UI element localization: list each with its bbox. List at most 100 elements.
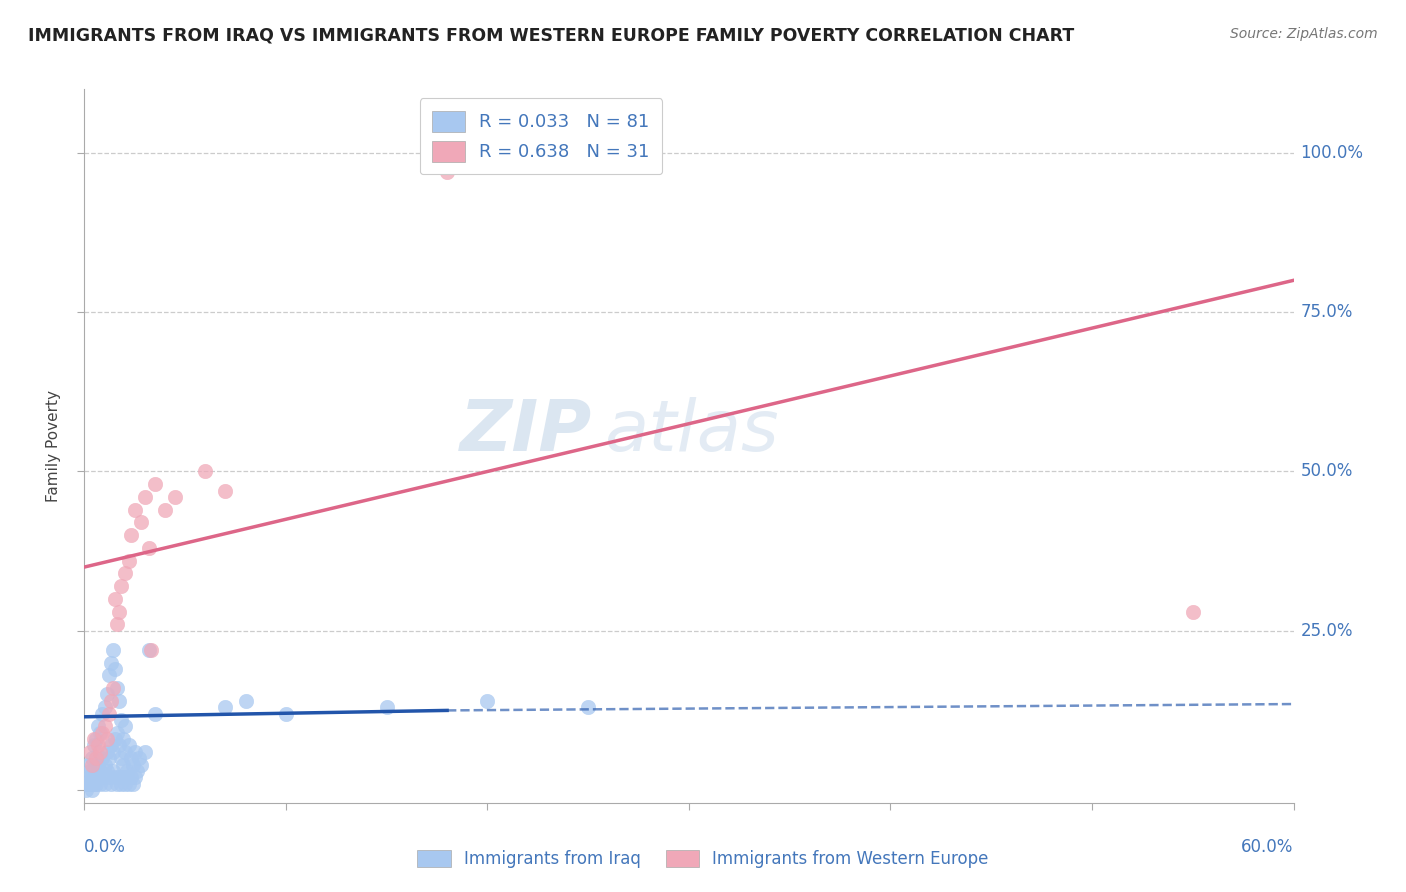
Point bbox=[86, 777, 108, 791]
Point bbox=[107, 739, 129, 753]
Text: Source: ZipAtlas.com: Source: ZipAtlas.com bbox=[1230, 27, 1378, 41]
Point bbox=[96, 688, 118, 702]
Point bbox=[104, 662, 127, 676]
Text: 0.0%: 0.0% bbox=[84, 838, 127, 856]
Point bbox=[114, 777, 136, 791]
Point bbox=[79, 745, 101, 759]
Point bbox=[86, 732, 108, 747]
Point bbox=[115, 770, 138, 784]
Legend: Immigrants from Iraq, Immigrants from Western Europe: Immigrants from Iraq, Immigrants from We… bbox=[411, 843, 995, 875]
Point bbox=[82, 751, 104, 765]
Point bbox=[139, 643, 162, 657]
Point bbox=[375, 700, 398, 714]
Point bbox=[75, 777, 97, 791]
Point bbox=[143, 706, 166, 721]
Point bbox=[120, 528, 142, 542]
Point bbox=[128, 751, 150, 765]
Point bbox=[79, 777, 101, 791]
Point bbox=[82, 770, 104, 784]
Point bbox=[436, 165, 458, 179]
Point bbox=[100, 739, 122, 753]
Point bbox=[104, 591, 127, 606]
Point bbox=[111, 770, 134, 784]
Point bbox=[120, 770, 142, 784]
Point bbox=[83, 777, 105, 791]
Point bbox=[110, 579, 132, 593]
Point bbox=[91, 725, 114, 739]
Point bbox=[97, 668, 120, 682]
Point bbox=[104, 770, 127, 784]
Point bbox=[194, 465, 217, 479]
Point bbox=[105, 725, 128, 739]
Point bbox=[153, 502, 176, 516]
Point bbox=[89, 764, 111, 778]
Point bbox=[75, 783, 97, 797]
Point bbox=[77, 770, 100, 784]
Point bbox=[77, 757, 100, 772]
Point bbox=[114, 566, 136, 581]
Point bbox=[101, 745, 124, 759]
Point bbox=[107, 770, 129, 784]
Point bbox=[91, 751, 114, 765]
Point bbox=[110, 751, 132, 765]
Point bbox=[100, 777, 122, 791]
Point bbox=[114, 745, 136, 759]
Point bbox=[82, 757, 104, 772]
Point bbox=[83, 732, 105, 747]
Text: 100.0%: 100.0% bbox=[1301, 144, 1364, 162]
Point bbox=[96, 764, 118, 778]
Point bbox=[93, 757, 115, 772]
Point bbox=[118, 777, 141, 791]
Point bbox=[82, 783, 104, 797]
Text: 60.0%: 60.0% bbox=[1241, 838, 1294, 856]
Point bbox=[105, 777, 128, 791]
Point bbox=[165, 490, 187, 504]
Point bbox=[97, 706, 120, 721]
Legend: R = 0.033   N = 81, R = 0.638   N = 31: R = 0.033 N = 81, R = 0.638 N = 31 bbox=[420, 98, 662, 174]
Point bbox=[89, 725, 111, 739]
Point bbox=[87, 739, 110, 753]
Point bbox=[87, 757, 110, 772]
Point bbox=[129, 757, 152, 772]
Point bbox=[89, 777, 111, 791]
Point bbox=[77, 777, 100, 791]
Point bbox=[86, 770, 108, 784]
Point bbox=[110, 713, 132, 727]
Point bbox=[100, 694, 122, 708]
Point bbox=[79, 764, 101, 778]
Text: ZIP: ZIP bbox=[460, 397, 592, 467]
Point bbox=[89, 745, 111, 759]
Point bbox=[118, 554, 141, 568]
Point bbox=[111, 757, 134, 772]
Point bbox=[79, 770, 101, 784]
Point bbox=[105, 617, 128, 632]
Point bbox=[124, 502, 146, 516]
Point bbox=[101, 643, 124, 657]
Point bbox=[110, 777, 132, 791]
Text: 75.0%: 75.0% bbox=[1301, 303, 1353, 321]
Point bbox=[143, 477, 166, 491]
Point bbox=[91, 706, 114, 721]
Point bbox=[124, 745, 146, 759]
Point bbox=[91, 770, 114, 784]
Point bbox=[138, 541, 160, 555]
Point bbox=[87, 770, 110, 784]
Text: 50.0%: 50.0% bbox=[1301, 462, 1353, 481]
Point bbox=[93, 700, 115, 714]
Point bbox=[97, 770, 120, 784]
Point bbox=[100, 656, 122, 670]
Text: IMMIGRANTS FROM IRAQ VS IMMIGRANTS FROM WESTERN EUROPE FAMILY POVERTY CORRELATIO: IMMIGRANTS FROM IRAQ VS IMMIGRANTS FROM … bbox=[28, 27, 1074, 45]
Point bbox=[120, 751, 142, 765]
Point bbox=[118, 739, 141, 753]
Point bbox=[134, 745, 156, 759]
Point bbox=[96, 732, 118, 747]
Point bbox=[107, 694, 129, 708]
Point bbox=[105, 681, 128, 695]
Point bbox=[93, 777, 115, 791]
Point bbox=[129, 516, 152, 530]
Point bbox=[576, 700, 599, 714]
Point bbox=[1181, 605, 1204, 619]
Point bbox=[104, 732, 127, 747]
Point bbox=[111, 732, 134, 747]
Point bbox=[107, 605, 129, 619]
